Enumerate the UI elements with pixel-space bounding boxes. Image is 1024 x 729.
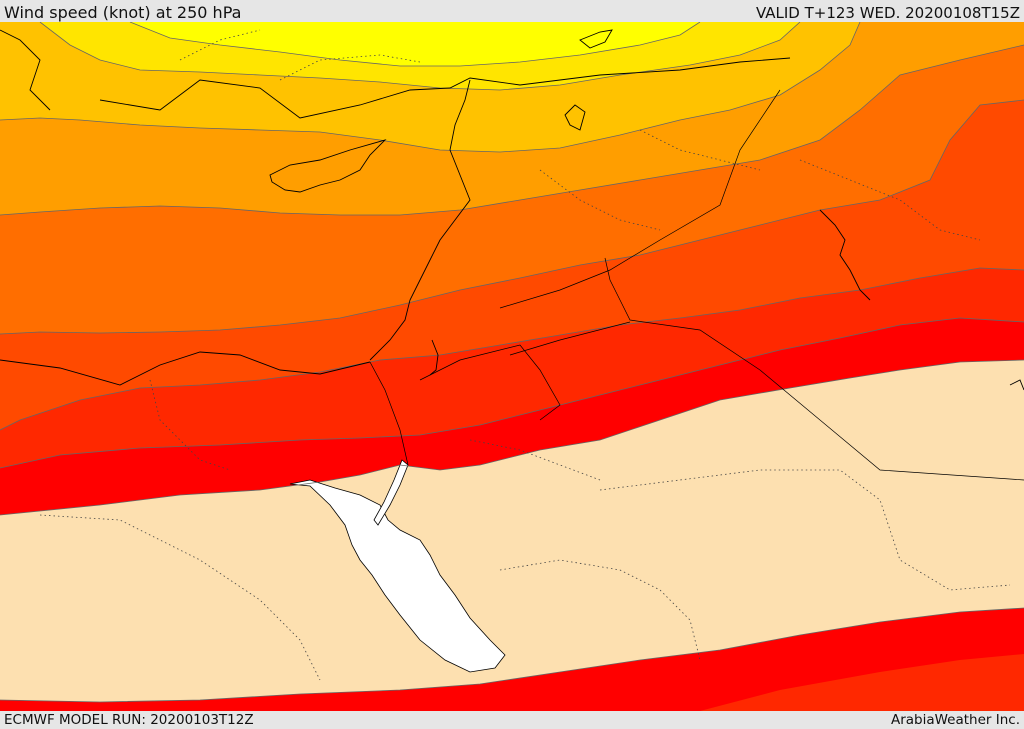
coastlines — [0, 29, 1024, 391]
valid-time: VALID T+123 WED. 20200108T15Z — [755, 4, 1020, 22]
header-bar: Wind speed (knot) at 250 hPa VALID T+123… — [0, 0, 1024, 22]
credit-label: ArabiaWeather Inc. — [890, 712, 1020, 728]
borders — [369, 89, 1024, 481]
gulf-aqaba — [373, 459, 409, 526]
chart-title: Wind speed (knot) at 250 hPa — [4, 3, 242, 22]
band-1 — [130, 22, 700, 66]
wind-speed-map — [0, 22, 1024, 711]
band-8-south — [0, 608, 1024, 711]
internal-borders — [39, 29, 1011, 681]
footer-bar: ECMWF MODEL RUN: 20200103T12Z ArabiaWeat… — [0, 711, 1024, 729]
contour-lines — [0, 22, 1024, 703]
band-7-south — [700, 654, 1024, 711]
model-run-label: ECMWF MODEL RUN: 20200103T12Z — [4, 712, 254, 728]
